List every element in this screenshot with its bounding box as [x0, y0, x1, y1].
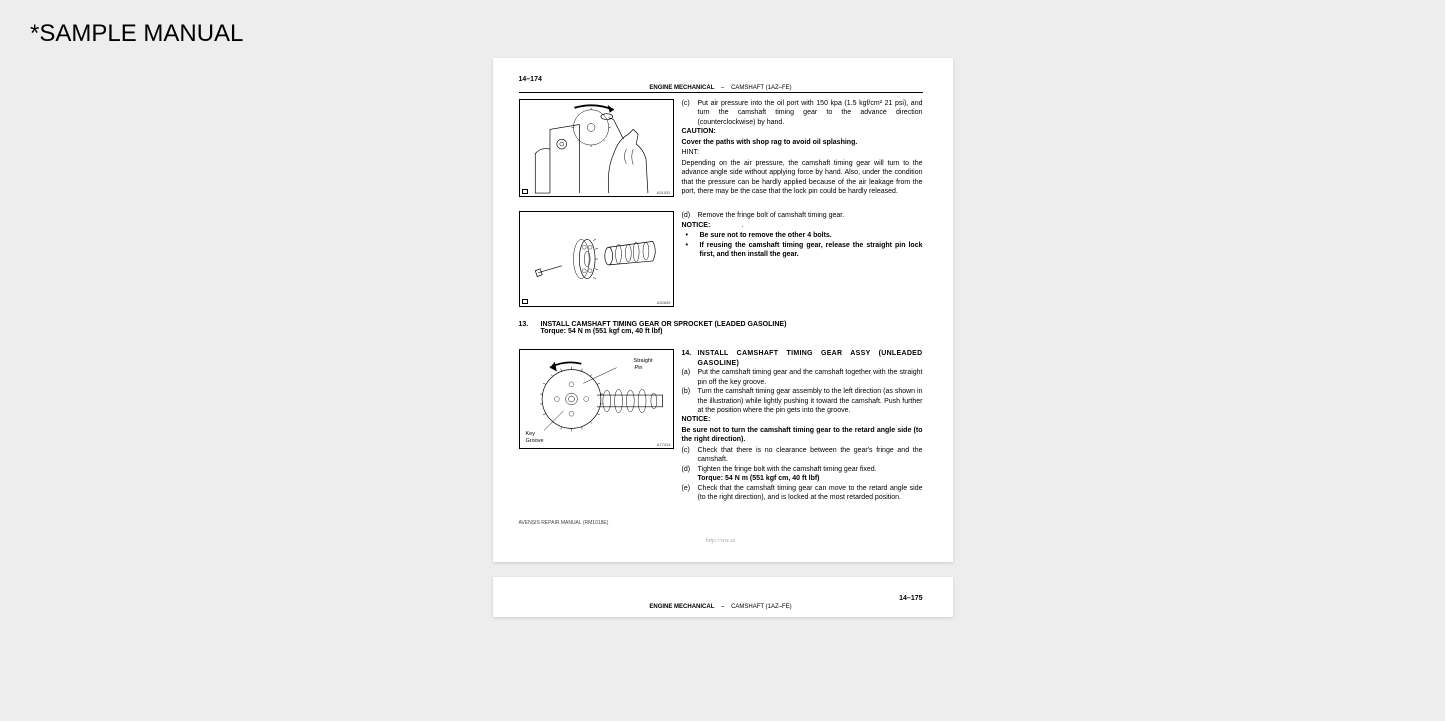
figure-id: A32639 [657, 300, 671, 305]
bottom-url: http://vnx.su [519, 538, 923, 544]
step-d-letter: (d) [682, 465, 698, 484]
page-header-2: ENGINE MECHANICAL – CAMSHAFT (1AZ–FE) [519, 604, 923, 611]
hint-label: HINT: [682, 148, 923, 157]
fig3-label-groove: Groove [526, 438, 544, 444]
sample-watermark: *SAMPLE MANUAL [30, 20, 1425, 48]
notice-bullets: Be sure not to remove the other 4 bolts.… [682, 231, 923, 259]
notice-text-3: Be sure not to turn the camshaft timing … [682, 426, 923, 445]
section-3-content: 14. INSTALL CAMSHAFT TIMING GEAR ASSY (U… [682, 349, 923, 502]
bullet-1: Be sure not to remove the other 4 bolts. [700, 231, 923, 240]
step-c-letter: (c) [682, 446, 698, 465]
manual-page-1: 14–174 ENGINE MECHANICAL – CAMSHAFT (1AZ… [493, 58, 953, 562]
fig3-label-pin: Pin [635, 365, 643, 371]
step-b-letter: (b) [682, 387, 698, 415]
page-number: 14–174 [519, 76, 923, 83]
figure-2: A32639 [519, 211, 674, 307]
header-sep-2: – [721, 604, 724, 610]
step-b-text: Turn the camshaft timing gear assembly t… [698, 387, 923, 415]
step-d-torque: Torque: 54 N m (551 kgf cm, 40 ft lbf) [698, 475, 820, 482]
notice-label: NOTICE: [682, 222, 711, 229]
header-section-2: ENGINE MECHANICAL [649, 604, 714, 610]
fig3-label-straight: Straight [634, 358, 653, 364]
step-d-text: Remove the fringe bolt of camshaft timin… [698, 211, 923, 220]
manual-page-2: 14–175 ENGINE MECHANICAL – CAMSHAFT (1AZ… [493, 577, 953, 617]
step-13-title: INSTALL CAMSHAFT TIMING GEAR OR SPROCKET… [541, 321, 787, 328]
step-14-title: INSTALL CAMSHAFT TIMING GEAR ASSY (UNLEA… [698, 349, 923, 368]
step-a-letter: (a) [682, 368, 698, 387]
figure-icon [522, 299, 528, 304]
section-2-content: (d) Remove the fringe bolt of camshaft t… [682, 211, 923, 307]
step-d-letter: (d) [682, 211, 698, 220]
step-c-text: Put air pressure into the oil port with … [698, 99, 923, 127]
section-1: A31032 (c) Put air pressure into the oil… [519, 99, 923, 197]
caution-text: Cover the paths with shop rag to avoid o… [682, 138, 923, 147]
step-13-num: 13. [519, 321, 541, 335]
fig3-label-key: Key [526, 431, 535, 437]
hint-text: Depending on the air pressure, the camsh… [682, 159, 923, 197]
bullet-2: If reusing the camshaft timing gear, rel… [700, 241, 923, 260]
step-c-letter: (c) [682, 99, 698, 127]
figure-id: A31032 [657, 190, 671, 195]
page-header: ENGINE MECHANICAL – CAMSHAFT (1AZ–FE) [519, 85, 923, 93]
figure-icon [522, 189, 528, 194]
page-number-2: 14–175 [519, 595, 923, 602]
step-e-text: Check that the camshaft timing gear can … [698, 484, 923, 503]
notice-label-3: NOTICE: [682, 415, 923, 424]
step-e-letter: (e) [682, 484, 698, 503]
figure-id: A77414 [657, 442, 671, 447]
step-d-text: Tighten the fringe bolt with the camshaf… [698, 466, 877, 473]
step-13: 13. INSTALL CAMSHAFT TIMING GEAR OR SPRO… [519, 321, 923, 335]
page-footer: AVENSIS REPAIR MANUAL (RM1018E) [519, 520, 923, 526]
section-2: A32639 (d) Remove the fringe bolt of cam… [519, 211, 923, 307]
section-1-content: (c) Put air pressure into the oil port w… [682, 99, 923, 197]
caution-label: CAUTION: [682, 127, 923, 136]
step-13-torque: Torque: 54 N m (551 kgf cm, 40 ft lbf) [541, 328, 787, 335]
figure-1: A31032 [519, 99, 674, 197]
header-sub-2: CAMSHAFT (1AZ–FE) [731, 604, 792, 610]
header-sep: – [721, 85, 724, 91]
step-c-text: Check that there is no clearance between… [698, 446, 923, 465]
step-a-text: Put the camshaft timing gear and the cam… [698, 368, 923, 387]
header-section: ENGINE MECHANICAL [649, 85, 714, 91]
step-14-num: 14. [682, 349, 698, 368]
section-3: Straight Pin Key Groove A77414 14. INSTA… [519, 349, 923, 502]
notice-dot: . [741, 222, 743, 229]
figure-3: Straight Pin Key Groove A77414 [519, 349, 674, 449]
header-sub: CAMSHAFT (1AZ–FE) [731, 85, 792, 91]
